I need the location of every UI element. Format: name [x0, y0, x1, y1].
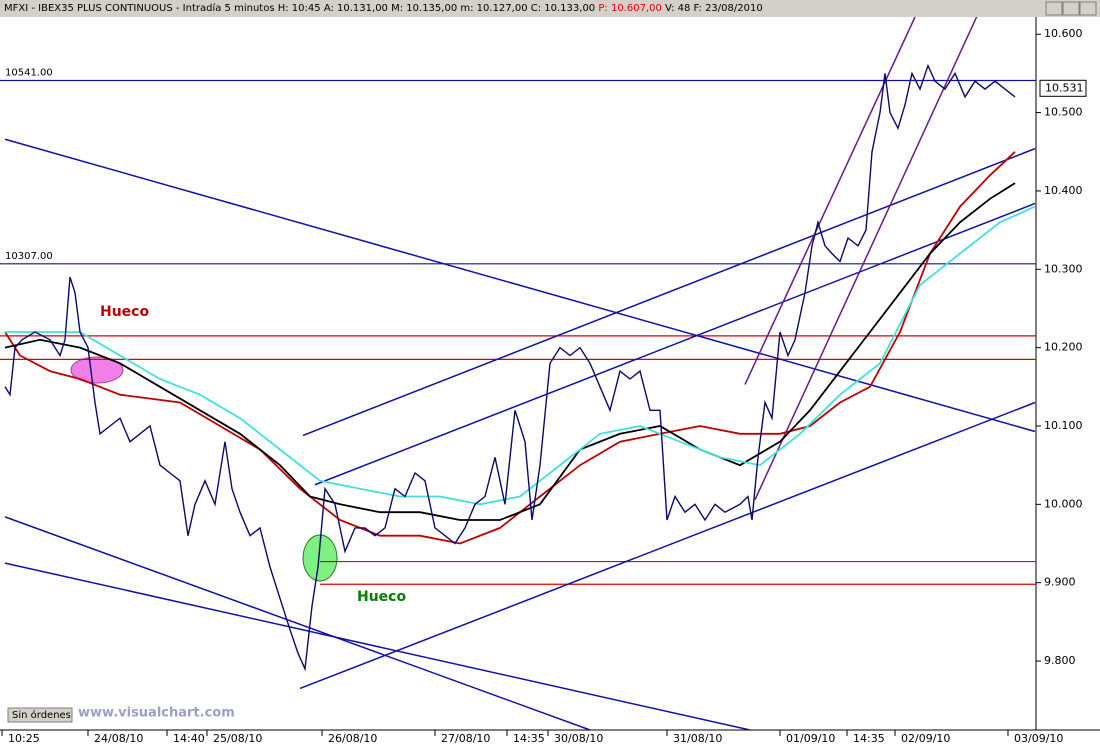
gap-marker — [70, 356, 124, 384]
x-tick-label: 14:40 — [173, 732, 205, 745]
series-line — [4, 151, 1016, 545]
header-field: M: 10.135,00 — [391, 3, 457, 14]
header-field: MFXI - IBEX35 PLUS CONTINUOUS - Intradía… — [4, 2, 275, 14]
plot — [0, 17, 1036, 730]
close-button[interactable] — [1079, 1, 1097, 16]
y-tick-label: 10.400 — [1044, 184, 1083, 197]
y-tick-label: 10.000 — [1044, 497, 1083, 510]
y-tick-label: 10.100 — [1044, 419, 1083, 432]
maximize-button[interactable] — [1062, 1, 1080, 16]
x-tick-label: 02/09/10 — [901, 732, 950, 745]
x-tick-label: 03/09/10 — [1014, 732, 1063, 745]
x-tick-label: 31/08/10 — [673, 732, 722, 745]
trendline — [754, 17, 978, 500]
header: MFXI - IBEX35 PLUS CONTINUOUS - Intradía… — [4, 2, 763, 14]
header-field: C: 10.133,00 — [531, 3, 595, 14]
level-label: 10307.00 — [5, 251, 53, 262]
series-line — [4, 182, 1016, 521]
x-tick-label: 01/09/10 — [786, 732, 835, 745]
trendline — [314, 202, 1036, 486]
series-line — [5, 205, 1036, 506]
last-price: 10.531 — [1045, 81, 1084, 94]
status: Sin órdenes — [12, 709, 71, 721]
trendline — [744, 17, 916, 385]
y-tick-label: 10.300 — [1044, 262, 1083, 275]
level-label: 10541.00 — [5, 67, 53, 78]
x-tick-label: 24/08/10 — [94, 732, 143, 745]
y-tick-label: 10.500 — [1044, 106, 1083, 119]
series-line — [4, 63, 1016, 672]
gap-marker — [302, 534, 338, 582]
last-price-box — [1039, 79, 1087, 97]
x-tick-label: 10:25 — [8, 732, 40, 745]
y-tick-label: 9.800 — [1044, 654, 1076, 667]
header-field: F: 23/08/2010 — [694, 3, 763, 14]
y-tick-label: 10.600 — [1044, 27, 1083, 40]
header-field: P: 10.607,00 — [598, 3, 661, 14]
y-tick-label: 10.200 — [1044, 341, 1083, 354]
minimize-button[interactable] — [1045, 1, 1063, 16]
status-box[interactable] — [7, 707, 73, 723]
trendline — [4, 562, 751, 730]
header-field: H: 10:45 — [278, 3, 321, 14]
plot-lines — [0, 17, 1036, 730]
x-tick-label: 27/08/10 — [441, 732, 490, 745]
header-field: m: 10.127,00 — [460, 3, 527, 14]
trendline — [299, 401, 1036, 690]
trendline — [4, 516, 591, 730]
x-tick-label: 26/08/10 — [328, 732, 377, 745]
watermark: www.visualchart.com — [78, 706, 235, 721]
trendline — [4, 138, 1036, 433]
x-tick-label: 14:35 — [853, 732, 885, 745]
trendline — [302, 147, 1036, 437]
header-field: A: 10.131,00 — [324, 3, 388, 14]
window-buttons — [1045, 1, 1097, 16]
annotation: Hueco — [100, 304, 149, 320]
x-tick-label: 30/08/10 — [554, 732, 603, 745]
y-tick-label: 9.900 — [1044, 576, 1076, 589]
x-tick-label: 25/08/10 — [213, 732, 262, 745]
header-field: V: 48 — [665, 3, 690, 14]
x-tick-label: 14:35 — [513, 732, 545, 745]
title-bar — [0, 0, 1100, 17]
annotation: Hueco — [357, 589, 406, 605]
